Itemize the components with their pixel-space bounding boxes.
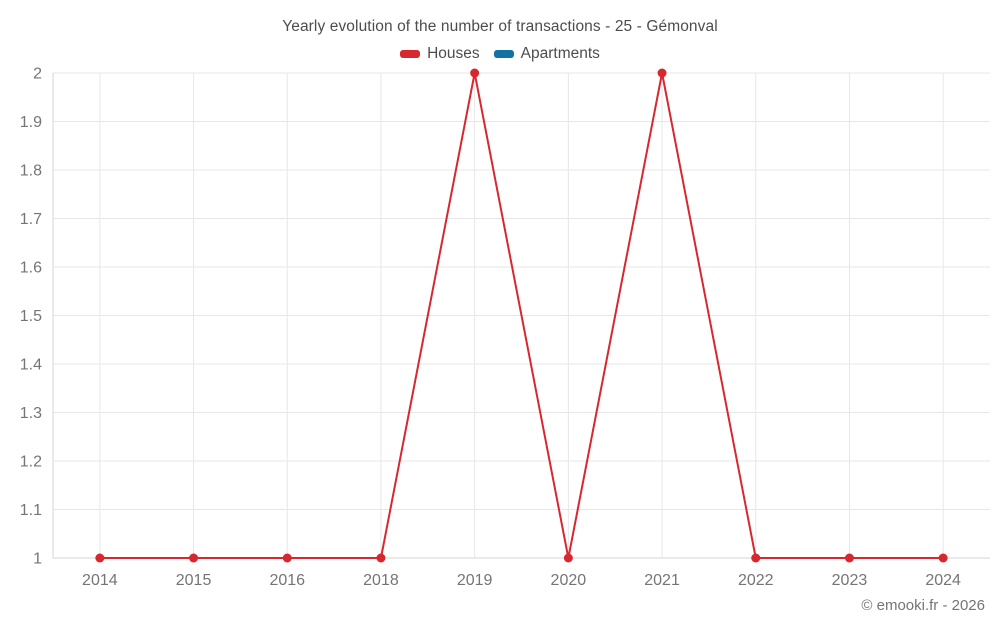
y-tick-label: 1.3 (20, 405, 42, 422)
x-tick-label: 2018 (363, 572, 399, 589)
chart-legend: Houses Apartments (0, 45, 1000, 63)
legend-item-apartments[interactable]: Apartments (493, 45, 600, 63)
x-tick-label: 2015 (176, 572, 212, 589)
data-point-houses (657, 68, 667, 78)
y-tick-label: 1.7 (20, 211, 42, 228)
houses-series-swatch-icon (400, 50, 421, 58)
x-tick-label: 2024 (925, 572, 961, 589)
data-point-houses (189, 553, 199, 563)
y-tick-label: 1 (33, 551, 42, 568)
watermark-credit: © emooki.fr - 2026 (861, 597, 985, 614)
data-point-houses (470, 68, 480, 78)
y-tick-label: 2 (33, 66, 42, 83)
y-tick-label: 1.4 (20, 357, 42, 374)
data-point-houses (563, 553, 573, 563)
y-tick-label: 1.1 (20, 502, 42, 519)
data-point-houses (376, 553, 386, 563)
data-point-houses (844, 553, 854, 563)
x-tick-label: 2022 (738, 572, 774, 589)
legend-label-houses: Houses (427, 45, 480, 62)
y-tick-label: 1.6 (20, 260, 42, 277)
x-tick-label: 2023 (832, 572, 868, 589)
chart-title: Yearly evolution of the number of transa… (282, 18, 718, 35)
x-tick-label: 2020 (551, 572, 587, 589)
apartments-series-swatch-icon (493, 50, 514, 58)
data-point-houses (282, 553, 292, 563)
y-tick-label: 1.9 (20, 114, 42, 131)
y-tick-label: 1.8 (20, 163, 42, 180)
legend-label-apartments: Apartments (520, 45, 600, 62)
x-tick-label: 2016 (269, 572, 305, 589)
y-tick-label: 1.2 (20, 454, 42, 471)
y-tick-label: 1.5 (20, 308, 42, 325)
data-point-houses (938, 553, 948, 563)
x-tick-label: 2019 (457, 572, 493, 589)
legend-item-houses[interactable]: Houses (400, 45, 480, 63)
series-line-houses (98, 72, 945, 559)
data-point-houses (95, 553, 105, 563)
x-tick-label: 2021 (644, 572, 680, 589)
x-tick-label: 2014 (82, 572, 118, 589)
data-point-houses (751, 553, 761, 563)
